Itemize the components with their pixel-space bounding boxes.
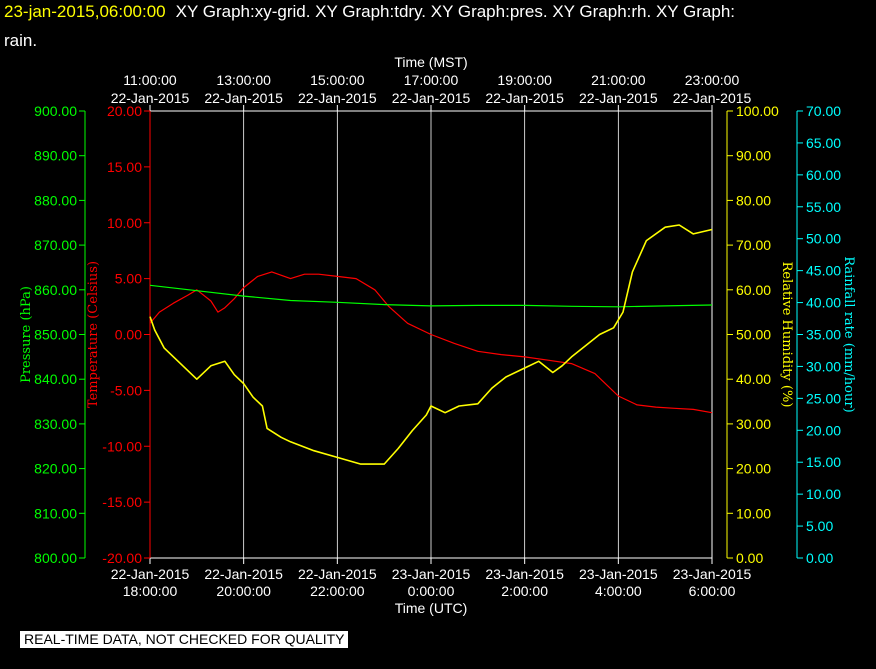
bottom-axis-title: Time (UTC) — [395, 600, 468, 616]
rainfall-tick-label: 50.00 — [806, 231, 841, 247]
top-tick-time: 11:00:00 — [123, 72, 177, 88]
top-tick-date: 22-Jan-2015 — [204, 90, 283, 106]
rainfall-tick-label: 60.00 — [806, 167, 841, 183]
humidity-tick-label: 100.00 — [736, 103, 779, 119]
pressure-tick-label: 810.00 — [34, 505, 77, 521]
humidity-tick-label: 0.00 — [736, 550, 763, 566]
top-tick-date: 22-Jan-2015 — [485, 90, 564, 106]
header-graph-list: XY Graph:xy-grid. XY Graph:tdry. XY Grap… — [175, 2, 736, 21]
humidity-series-line — [149, 224, 713, 465]
rainfall-tick-label: 5.00 — [806, 518, 833, 534]
top-tick-date: 22-Jan-2015 — [298, 90, 377, 106]
pressure-tick-label: 840.00 — [34, 371, 77, 387]
pressure-tick-label: 890.00 — [34, 148, 77, 164]
rainfall-axis-title: Rainfall rate (mm/hour) — [841, 256, 856, 412]
top-tick-time: 17:00:00 — [404, 72, 459, 88]
rainfall-tick-label: 30.00 — [806, 358, 841, 374]
rainfall-tick-label: 45.00 — [806, 263, 841, 279]
temperature-tick-label: 10.00 — [107, 215, 142, 231]
pressure-series-line — [149, 284, 713, 308]
rainfall-tick-label: 25.00 — [806, 390, 841, 406]
header-timestamp: 23-jan-2015,06:00:00 — [4, 2, 166, 21]
humidity-axis-title: Relative Humidity (%) — [779, 262, 794, 408]
rainfall-tick-label: 40.00 — [806, 295, 841, 311]
top-tick-time: 13:00:00 — [216, 72, 271, 88]
rainfall-tick-label: 20.00 — [806, 422, 841, 438]
top-tick-date: 22-Jan-2015 — [111, 90, 190, 106]
bottom-tick-time: 18:00:00 — [123, 583, 178, 599]
rainfall-tick-label: 0.00 — [806, 550, 833, 566]
rainfall-tick-label: 15.00 — [806, 454, 841, 470]
humidity-tick-label: 90.00 — [736, 148, 771, 164]
axis-labels: 22-Jan-201518:00:0011:00:0022-Jan-201522… — [19, 54, 856, 616]
bottom-tick-time: 2:00:00 — [501, 583, 548, 599]
humidity-tick-label: 80.00 — [736, 192, 771, 208]
pressure-tick-label: 820.00 — [34, 461, 77, 477]
rainfall-tick-label: 10.00 — [806, 486, 841, 502]
rainfall-tick-label: 70.00 — [806, 103, 841, 119]
temperature-tick-label: -5.00 — [110, 382, 142, 398]
rainfall-tick-label: 55.00 — [806, 199, 841, 215]
top-tick-time: 19:00:00 — [497, 72, 552, 88]
pressure-tick-label: 830.00 — [34, 416, 77, 432]
bottom-tick-time: 20:00:00 — [216, 583, 271, 599]
temperature-series-line — [149, 271, 713, 414]
temperature-tick-label: 5.00 — [115, 271, 142, 287]
rainfall-tick-label: 65.00 — [806, 135, 841, 151]
header-title-line1: 23-jan-2015,06:00:00 XY Graph:xy-grid. XY… — [4, 2, 735, 22]
temperature-tick-label: -15.00 — [102, 494, 142, 510]
humidity-tick-label: 50.00 — [736, 327, 771, 343]
top-tick-date: 22-Jan-2015 — [673, 90, 752, 106]
bottom-tick-date: 23-Jan-2015 — [673, 566, 752, 582]
bottom-tick-time: 6:00:00 — [689, 583, 736, 599]
temperature-tick-label: -20.00 — [102, 550, 142, 566]
bottom-tick-time: 22:00:00 — [310, 583, 365, 599]
header-title-line2: rain. — [4, 31, 38, 50]
top-tick-date: 22-Jan-2015 — [579, 90, 658, 106]
humidity-tick-label: 20.00 — [736, 461, 771, 477]
pressure-tick-label: 870.00 — [34, 237, 77, 253]
top-tick-time: 21:00:00 — [591, 72, 646, 88]
humidity-tick-label: 70.00 — [736, 237, 771, 253]
axes — [79, 105, 803, 564]
temperature-tick-label: 0.00 — [115, 327, 142, 343]
temperature-tick-label: 20.00 — [107, 103, 142, 119]
temperature-tick-label: 15.00 — [107, 159, 142, 175]
pressure-tick-label: 860.00 — [34, 282, 77, 298]
humidity-tick-label: 10.00 — [736, 505, 771, 521]
pressure-tick-label: 880.00 — [34, 192, 77, 208]
quality-disclaimer: REAL-TIME DATA, NOT CHECKED FOR QUALITY — [20, 631, 349, 648]
bottom-tick-date: 23-Jan-2015 — [392, 566, 471, 582]
bottom-tick-date: 22-Jan-2015 — [298, 566, 377, 582]
top-axis-title: Time (MST) — [394, 54, 467, 70]
top-tick-time: 15:00:00 — [310, 72, 365, 88]
top-tick-time: 23:00:00 — [685, 72, 740, 88]
humidity-tick-label: 60.00 — [736, 282, 771, 298]
bottom-tick-date: 22-Jan-2015 — [111, 566, 190, 582]
top-tick-date: 22-Jan-2015 — [392, 90, 471, 106]
humidity-tick-label: 30.00 — [736, 416, 771, 432]
bottom-tick-date: 23-Jan-2015 — [485, 566, 564, 582]
humidity-tick-label: 40.00 — [736, 371, 771, 387]
data-series — [149, 224, 713, 465]
bottom-tick-date: 23-Jan-2015 — [579, 566, 658, 582]
temperature-axis-title: Temperature (Celsius) — [86, 261, 101, 408]
pressure-tick-label: 850.00 — [34, 327, 77, 343]
temperature-tick-label: -10.00 — [102, 438, 142, 454]
rainfall-tick-label: 35.00 — [806, 327, 841, 343]
bottom-tick-date: 22-Jan-2015 — [204, 566, 283, 582]
pressure-tick-label: 900.00 — [34, 103, 77, 119]
pressure-axis-title: Pressure (hPa) — [19, 286, 34, 383]
bottom-tick-time: 4:00:00 — [595, 583, 642, 599]
bottom-tick-time: 0:00:00 — [408, 583, 455, 599]
pressure-tick-label: 800.00 — [34, 550, 77, 566]
